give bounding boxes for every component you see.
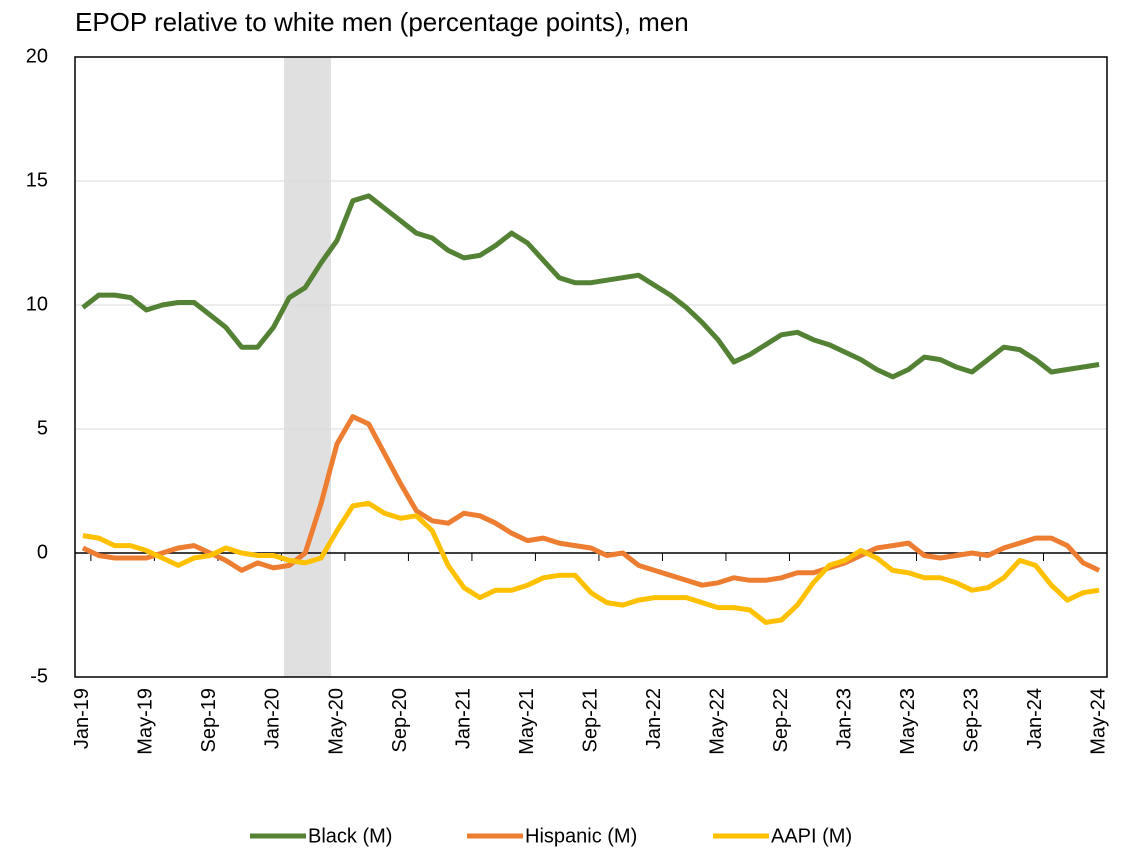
y-tick-label: 5 xyxy=(37,417,48,439)
x-tick-label: Jan-24 xyxy=(1024,688,1046,749)
x-tick-label: May-21 xyxy=(516,688,538,755)
y-tick-label: 0 xyxy=(37,541,48,563)
y-tick-label: 15 xyxy=(26,169,48,191)
x-tick-label: Sep-19 xyxy=(198,688,220,753)
data-line xyxy=(81,193,1100,380)
chart-title: EPOP relative to white men (percentage p… xyxy=(75,7,689,37)
x-tick-label: Jan-20 xyxy=(262,688,284,749)
x-tick-label: May-20 xyxy=(325,688,347,755)
x-tick-label: May-22 xyxy=(706,688,728,755)
x-tick-label: May-23 xyxy=(897,688,919,755)
plot-border xyxy=(74,56,1108,678)
legend-label: Hispanic (M) xyxy=(525,825,637,847)
x-tick-label: May-19 xyxy=(135,688,157,755)
x-tick-label: Jan-21 xyxy=(452,688,474,749)
legend-label: AAPI (M) xyxy=(771,825,852,847)
legend-label: Black (M) xyxy=(308,825,392,847)
y-tick-label: -5 xyxy=(30,665,48,687)
x-tick-label: Sep-20 xyxy=(389,688,411,753)
legend: Black (M) Hispanic (M) AAPI (M) xyxy=(250,825,852,847)
y-tick-label: 10 xyxy=(26,293,48,315)
x-tick-label: Sep-21 xyxy=(579,688,601,753)
data-line xyxy=(82,500,1100,625)
x-tick-label: Sep-23 xyxy=(960,688,982,753)
x-tick-label: Jan-22 xyxy=(643,688,665,749)
data-line xyxy=(81,414,1101,588)
y-tick-label: 20 xyxy=(26,45,48,67)
x-tick-label: May-24 xyxy=(1087,688,1109,755)
x-tick-label: Jan-19 xyxy=(71,688,93,749)
x-tick-label: Jan-23 xyxy=(833,688,855,749)
recession-shade xyxy=(284,57,331,677)
x-tick-label: Sep-22 xyxy=(770,688,792,753)
